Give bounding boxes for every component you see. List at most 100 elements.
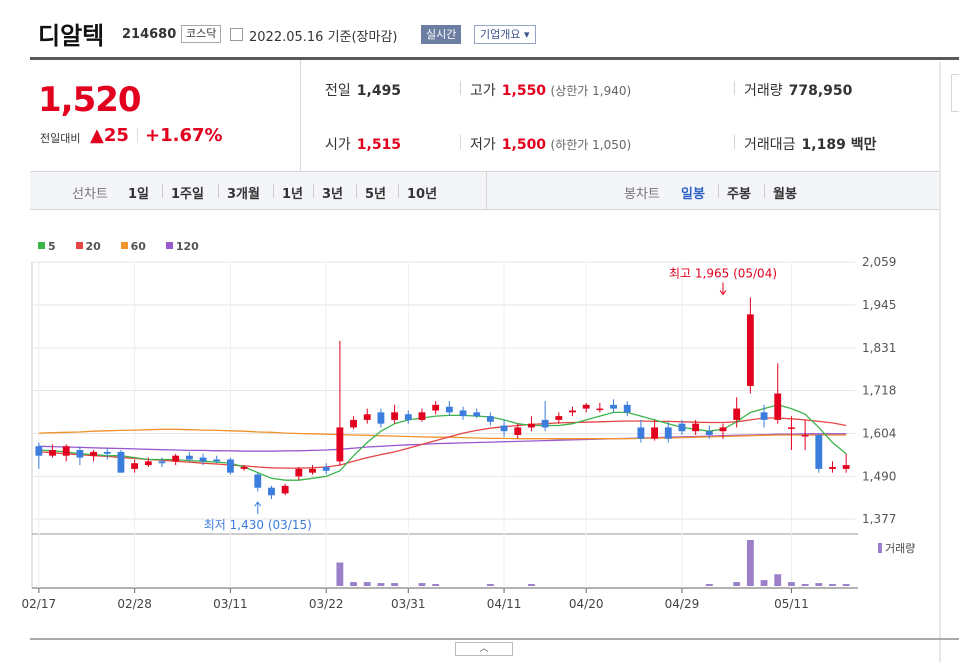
tab-5y[interactable]: 5년 [365, 187, 387, 202]
candle-body [705, 431, 713, 435]
candle-body [185, 455, 193, 460]
candle [637, 419, 645, 443]
tab-monthly[interactable]: 월봉 [773, 187, 797, 202]
ma5-line [38, 404, 847, 481]
max-annotation: 최고 1,965 (05/04) [669, 266, 777, 280]
volume-legend-label: 거래량 [885, 542, 915, 555]
tab-daily[interactable]: 일봉 [681, 187, 705, 202]
candle [432, 401, 440, 415]
candle-body [131, 463, 139, 469]
x-tick-label: 05/11 [774, 597, 809, 611]
candle [829, 461, 836, 473]
legend-swatch [120, 242, 128, 249]
candle [719, 423, 727, 439]
candle-body [49, 450, 56, 456]
divider [273, 184, 274, 198]
candle [815, 433, 823, 473]
prev-close-value: 1,495 [356, 83, 402, 99]
volume-bar [705, 584, 713, 586]
upper-limit: (상한가 1,940) [550, 84, 632, 98]
low-price: 저가 1,500 (하한가 1,050) [470, 134, 631, 154]
candle [322, 463, 330, 475]
candle-body [35, 446, 43, 456]
candle-body [76, 450, 84, 458]
candle-body [281, 485, 289, 494]
change-value: ▲25 [90, 125, 129, 146]
amount-label: 거래대금 [744, 137, 796, 153]
candle-body [829, 466, 836, 469]
candle [651, 419, 659, 441]
header-divider [30, 57, 959, 60]
open-label: 시가 [325, 137, 351, 153]
volume-bar [486, 584, 494, 586]
y-tick-label: 1,718 [862, 384, 896, 398]
legend-ma20: 20 [75, 240, 109, 253]
candle [774, 363, 782, 424]
volume-bar [801, 584, 809, 586]
page-header: 디알텍 214680 코스닥 2022.05.16 기준(장마감) 실시간 기업… [0, 0, 959, 58]
x-tick-label: 02/17 [22, 597, 57, 611]
candle-body [842, 465, 850, 469]
chart-bottom-line [30, 638, 959, 640]
collapse-toggle-button[interactable]: ︿ [455, 642, 513, 656]
candle-body [774, 393, 782, 420]
candle-body [719, 427, 727, 432]
candle-body [295, 468, 303, 477]
candle [226, 457, 234, 475]
ma-legend: 5 20 60 120 [38, 240, 215, 253]
chevron-up-icon: ︿ [479, 644, 489, 654]
tab-weekly[interactable]: 주봉 [727, 187, 751, 202]
candle [309, 465, 316, 475]
candle-body [733, 408, 741, 420]
candle [117, 450, 125, 473]
tabs-divider [486, 172, 487, 210]
candle-body [117, 451, 125, 473]
candle [528, 416, 535, 432]
candle [459, 406, 467, 420]
candle [582, 402, 590, 413]
min-annotation: 최저 1,430 (03/15) [204, 518, 312, 532]
tab-1w[interactable]: 1주일 [171, 187, 204, 202]
x-tick-label: 03/22 [309, 597, 344, 611]
lower-limit: (하한가 1,050) [550, 138, 632, 152]
candle-body [363, 414, 371, 420]
market-badge: 코스닥 [181, 25, 222, 43]
tab-1d[interactable]: 1일 [128, 187, 150, 202]
tab-3m[interactable]: 3개월 [227, 187, 260, 202]
divider [460, 81, 461, 95]
volume-bar [377, 583, 385, 586]
tab-10y[interactable]: 10년 [407, 187, 438, 202]
candle [240, 465, 248, 471]
candle-body [514, 427, 522, 435]
candle-body [391, 412, 399, 420]
candle-body [569, 410, 576, 413]
trade-amount: 거래대금 1,189 백만 [744, 134, 876, 154]
divider [764, 184, 765, 198]
candle [377, 408, 385, 428]
candle-body [418, 412, 426, 420]
candle-body [623, 404, 631, 413]
current-price-box: 1,520 전일대비 ▲25 +1.67% [30, 60, 301, 172]
calendar-icon [230, 28, 243, 41]
volume-bar [746, 540, 754, 586]
candle [404, 410, 412, 424]
candle-body [541, 419, 549, 428]
tab-1y[interactable]: 1년 [282, 187, 304, 202]
ma60-line [38, 428, 847, 440]
realtime-button[interactable]: 실시간 [421, 25, 462, 44]
candle [555, 412, 563, 424]
legend-label: 5 [48, 240, 56, 253]
candle-body [678, 423, 686, 432]
candle [760, 404, 768, 428]
divider [734, 81, 735, 95]
tab-3y[interactable]: 3년 [322, 187, 344, 202]
candle-body [664, 427, 672, 439]
volume-bar [774, 574, 782, 586]
candle [35, 442, 43, 469]
candle-body [801, 434, 809, 437]
divider [356, 184, 357, 198]
candle-body [432, 404, 440, 411]
volume-bar [760, 580, 768, 586]
company-overview-dropdown[interactable]: 기업개요 ▾ [474, 25, 536, 44]
candle [281, 483, 289, 496]
